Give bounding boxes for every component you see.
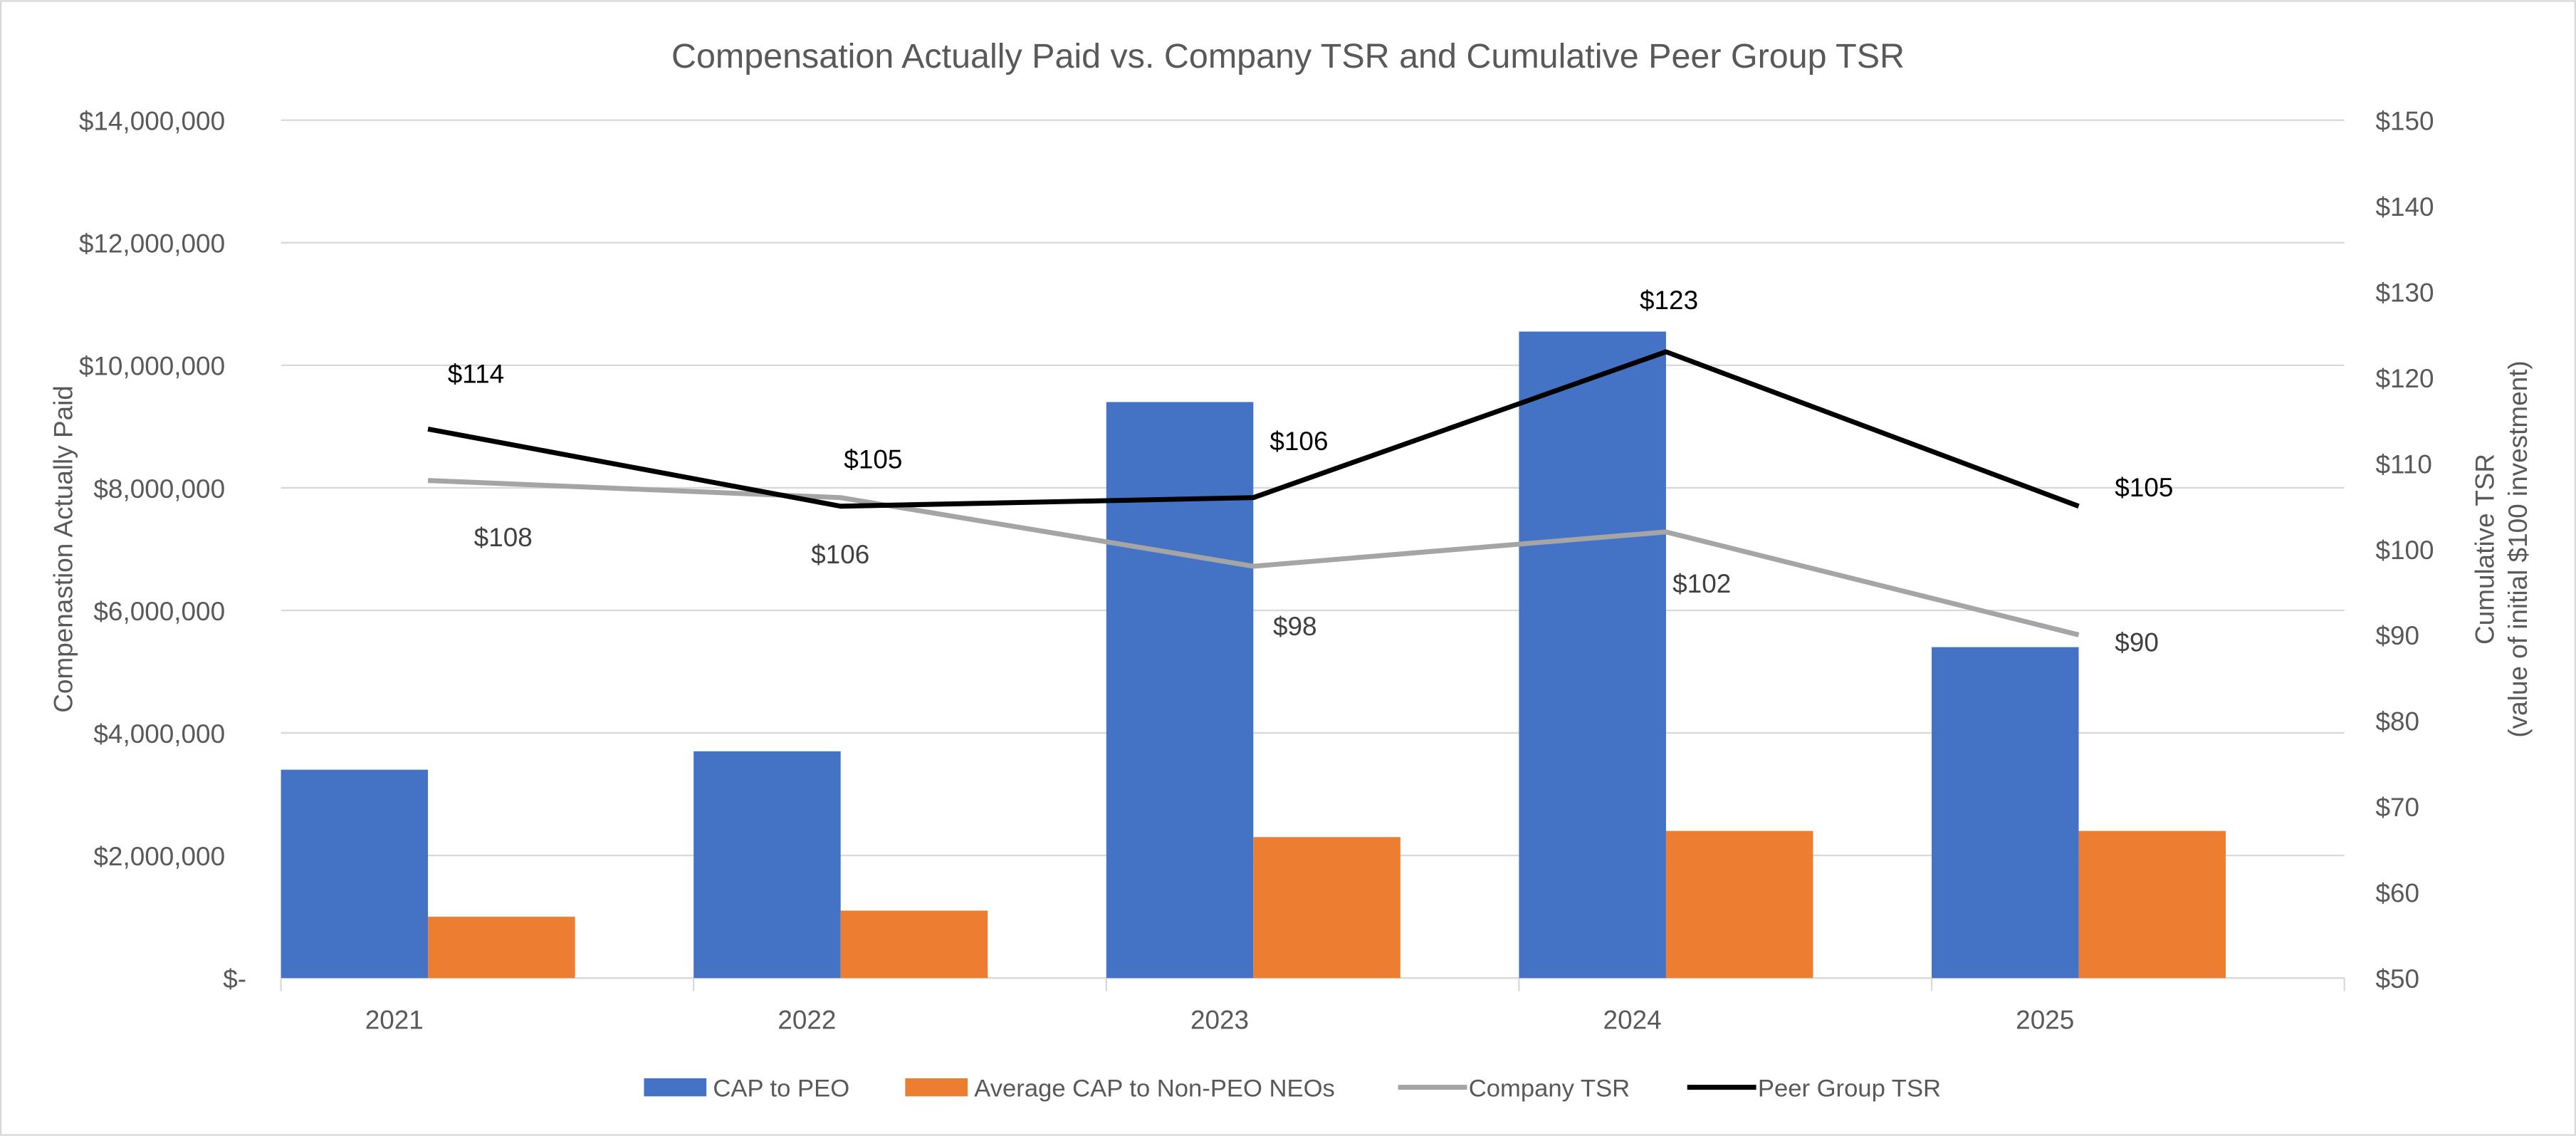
y-right-tick-label: $50: [2375, 964, 2419, 994]
bar-avg-cap-non-peo: [1253, 837, 1400, 979]
y-right-tick-label: $140: [2375, 192, 2434, 222]
y-left-tick-label: $6,000,000: [93, 597, 225, 626]
y-axis-right-label-line1: Cumulative TSR: [2471, 454, 2500, 645]
legend-company-tsr: Company TSR: [1469, 1075, 1630, 1102]
y-left-tick-label: $-: [223, 964, 246, 994]
bar-avg-cap-non-peo: [840, 910, 988, 979]
bar-cap-to-peo: [1932, 647, 2079, 979]
y-right-tick-label: $120: [2375, 364, 2434, 393]
y-left-tick-label: $8,000,000: [93, 474, 225, 504]
y-left-tick-label: $12,000,000: [79, 229, 225, 259]
data-label: $105: [844, 445, 902, 474]
legend-avg-cap-non-peo-swatch: [905, 1078, 968, 1097]
x-tick-label: 2022: [777, 1006, 836, 1035]
y-right-tick-label: $80: [2375, 707, 2419, 736]
line-peer-group-tsr: [427, 349, 2080, 509]
bar-avg-cap-non-peo: [428, 917, 575, 979]
legend-cap-to-peo: CAP to PEO: [713, 1075, 849, 1102]
y-right-tick-label: $90: [2375, 621, 2419, 650]
legend: CAP to PEO Average CAP to Non-PEO NEOs Com…: [644, 1075, 1941, 1102]
y-left-tick-label: $2,000,000: [93, 842, 225, 871]
y-right-tick-label: $130: [2375, 278, 2434, 307]
data-label: $106: [1269, 427, 1328, 456]
x-tick-label: 2023: [1190, 1006, 1249, 1035]
y-axis-left-label: Compenastion Actually Paid: [49, 385, 78, 713]
data-label: $123: [1640, 286, 1698, 315]
y-right-tick-label: $100: [2375, 536, 2434, 565]
y-left-tick-label: $4,000,000: [93, 719, 225, 749]
x-tick-label: 2024: [1603, 1006, 1662, 1035]
legend-cap-to-peo-swatch: [644, 1078, 707, 1097]
chart-title: Compensation Actually Paid vs. Company T…: [671, 37, 1905, 75]
bar-avg-cap-non-peo: [1665, 830, 1813, 979]
line-company-tsr: [427, 478, 2080, 637]
y-left-tick-label: $10,000,000: [79, 352, 225, 381]
x-tick-label: 2025: [2016, 1006, 2074, 1035]
x-tick-label: 2021: [365, 1006, 424, 1035]
bar-cap-to-peo: [693, 751, 841, 979]
tick-labels: $- $2,000,000 $4,000,000 $6,000,000 $8,000,0…: [79, 107, 2434, 1035]
y-right-tick-label: $110: [2375, 449, 2431, 479]
data-label: $114: [448, 360, 504, 389]
data-label: $108: [474, 523, 533, 552]
data-label: $102: [1672, 569, 1731, 598]
bar-cap-to-peo: [1519, 331, 1666, 979]
data-label: $105: [2115, 473, 2173, 502]
data-label: $98: [1273, 612, 1317, 641]
y-right-tick-label: $70: [2375, 793, 2419, 822]
y-right-tick-label: $150: [2375, 107, 2434, 136]
data-label: $106: [811, 540, 869, 569]
y-axis-right-label-line2: (value of initial $100 investment): [2503, 360, 2533, 737]
y-left-tick-label: $14,000,000: [79, 107, 225, 136]
y-right-tick-label: $60: [2375, 879, 2419, 908]
lines: $108 $106 $98 $102 $90 $114 $105 $106 $123 $105: [427, 286, 2173, 657]
legend-peer-group-tsr: Peer Group TSR: [1758, 1075, 1941, 1102]
data-label: $90: [2115, 627, 2159, 657]
legend-avg-cap-non-peo: Average CAP to Non-PEO NEOs: [974, 1075, 1335, 1102]
bar-cap-to-peo: [1106, 402, 1254, 979]
bar-avg-cap-non-peo: [2078, 830, 2226, 979]
bar-cap-to-peo: [281, 769, 429, 979]
